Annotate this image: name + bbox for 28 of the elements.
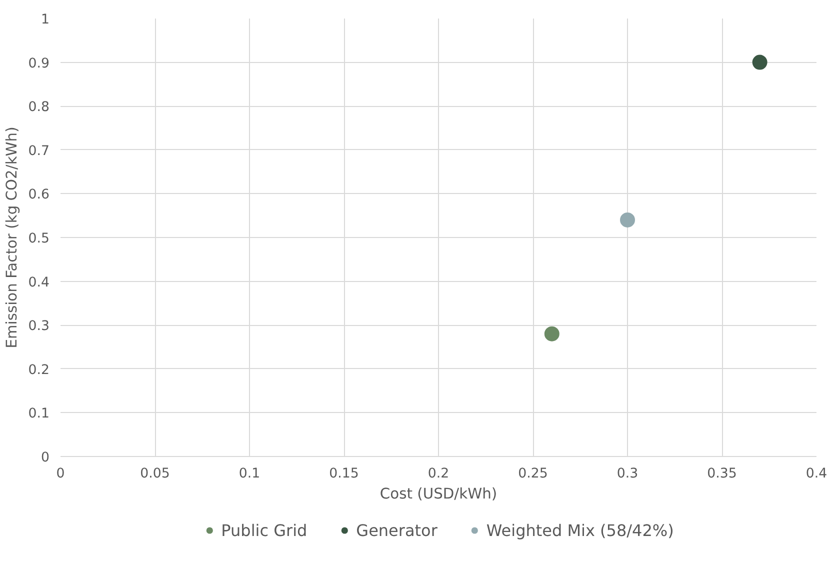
x-tick-label: 0.35: [707, 466, 737, 482]
legend-label: Weighted Mix (58/42%): [486, 520, 674, 540]
y-tick-label: 0.3: [28, 319, 50, 334]
y-tick-label: 0.5: [28, 232, 50, 246]
x-tick-label: 0.05: [140, 466, 170, 482]
point: [620, 212, 635, 228]
y-axis-title: Emission Factor (kg CO2/kWh): [3, 126, 20, 348]
y-tick-label: 0.7: [28, 144, 50, 159]
legend-label: Generator: [356, 520, 438, 540]
y-tick-label: 0.2: [28, 362, 50, 378]
x-tick-label: 0: [56, 466, 65, 482]
y-tick-label: 0.1: [28, 406, 50, 422]
point: [544, 326, 560, 342]
y-tick-label: 0.6: [28, 188, 50, 203]
legend-label: Public Grid: [221, 520, 308, 540]
x-axis-title: Cost (USD/kWh): [380, 486, 498, 502]
x-tick-label: 0.4: [806, 466, 828, 482]
x-tick-label: 0.15: [329, 466, 359, 482]
x-tick-label: 0.1: [238, 466, 260, 482]
y-tick-label: 0: [41, 450, 50, 466]
y-tick-label: 0.9: [28, 56, 50, 72]
x-tick-label: 0.2: [428, 466, 450, 482]
y-tick-label: 1: [41, 12, 50, 28]
x-tick-label: 0.3: [616, 466, 638, 482]
x-tick-label: 0.25: [518, 466, 548, 482]
y-tick-label: 0.8: [28, 100, 50, 116]
y-tick-label: 0.4: [28, 275, 50, 290]
point: [752, 54, 768, 70]
